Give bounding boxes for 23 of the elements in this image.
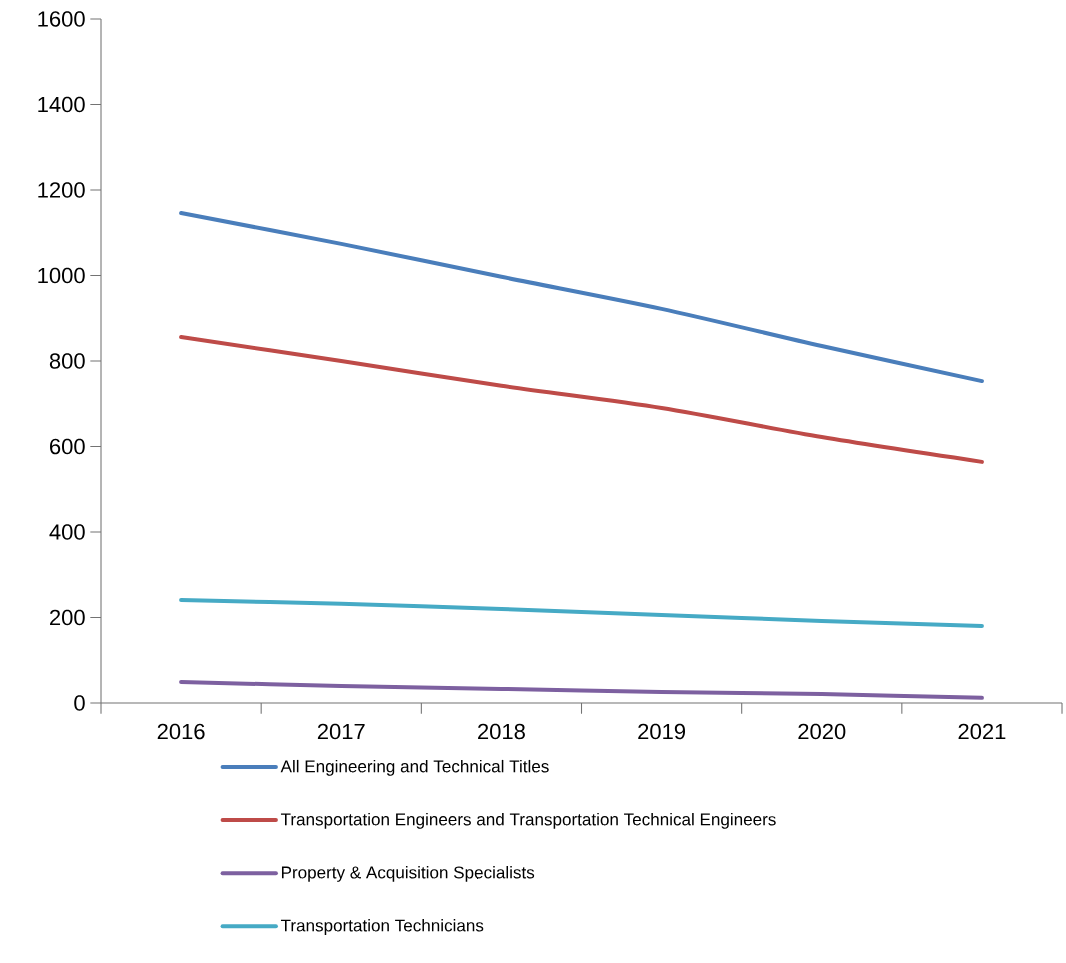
x-tick-label: 2017 (317, 723, 365, 740)
x-tick-label: 2019 (638, 723, 686, 740)
y-tick-label: 600 (50, 438, 85, 455)
y-tick-label: 1400 (38, 96, 85, 113)
y-tick-label: 1200 (38, 182, 85, 198)
y-tick-label: 1000 (38, 267, 85, 284)
x-tick-label: 2018 (478, 723, 525, 740)
legend-label: All Engineering and Technical Titles (280, 759, 549, 776)
y-tick-label: 200 (50, 609, 85, 626)
y-tick-label: 800 (49, 353, 85, 369)
y-tick-label: 400 (49, 524, 85, 540)
y-tick-label: 0 (74, 695, 85, 711)
line-series (179, 211, 984, 384)
y-tick-label: 1600 (38, 11, 85, 27)
legend-label: Transportation Engineers and Transportation Technical Engineers (280, 812, 776, 829)
legend-label: Transportation Technicians (280, 919, 484, 935)
line-series (179, 597, 984, 629)
line-series (179, 680, 984, 700)
x-tick-label: 2016 (157, 723, 205, 740)
x-tick-label: 2020 (798, 723, 846, 740)
x-tick-label: 2021 (958, 723, 1006, 740)
line-series (179, 335, 984, 464)
legend-label: Property & Acquisition Specialists (281, 865, 535, 882)
